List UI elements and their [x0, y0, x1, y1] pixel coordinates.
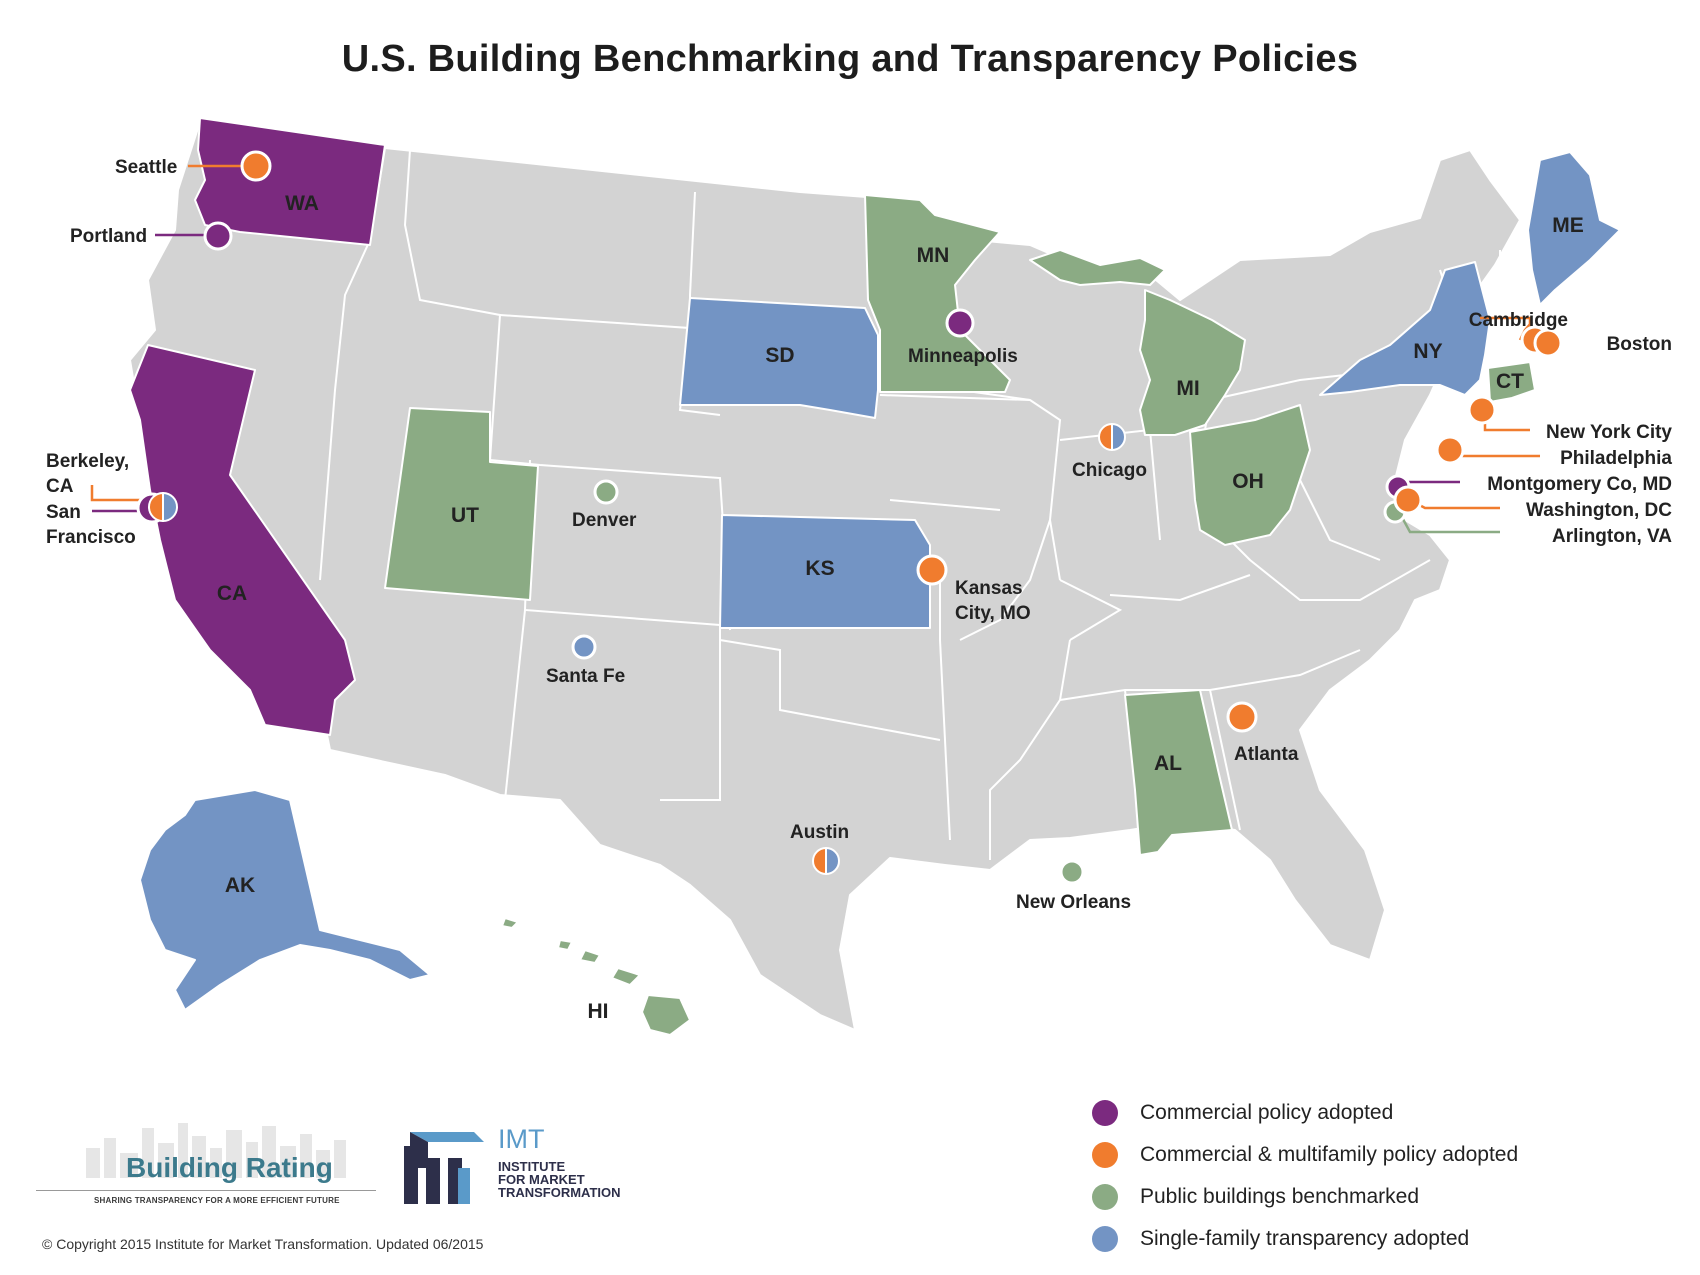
state-ak — [139, 789, 431, 1011]
state-hi — [501, 917, 691, 1036]
city-label-washington-dc: Washington, DC — [1526, 500, 1672, 521]
city-labels: Seattle Portland Berkeley, CA San Franci… — [46, 157, 1672, 913]
city-label-kansas-city-1: Kansas — [955, 578, 1023, 599]
city-label-sf-1: San — [46, 502, 81, 523]
marker-kansas-city — [916, 554, 948, 586]
state-label-ak: AK — [225, 874, 255, 897]
state-label-ks: KS — [805, 557, 834, 580]
state-ny — [1319, 261, 1491, 396]
map-title: U.S. Building Benchmarking and Transpare… — [341, 38, 1359, 80]
marker-berkeley-san-francisco — [136, 491, 178, 524]
state-label-mi: MI — [1176, 377, 1199, 400]
city-label-new-orleans: New Orleans — [1016, 892, 1131, 913]
state-label-hi: HI — [588, 1000, 609, 1023]
imt-subtitle-line: TRANSFORMATION — [498, 1185, 621, 1200]
legend-item-public: Public buildings benchmarked — [1092, 1176, 1518, 1218]
state-mi-lower — [1139, 289, 1246, 436]
state-ut — [384, 407, 539, 601]
state-label-ut: UT — [451, 504, 479, 527]
legend-item-multifamily: Commercial & multifamily policy adopted — [1092, 1134, 1518, 1176]
state-label-me: ME — [1552, 214, 1584, 237]
building-rating-name: Building Rating — [126, 1152, 333, 1183]
legend-item-commercial: Commercial policy adopted — [1092, 1092, 1518, 1134]
imt-name: IMT — [498, 1124, 545, 1154]
state-labels: WA CA UT SD KS MN MI OH NY ME CT AL AK H… — [217, 192, 1584, 1023]
state-label-ny: NY — [1413, 340, 1442, 363]
legend-label: Public buildings benchmarked — [1140, 1185, 1419, 1208]
state-oh — [1189, 404, 1311, 546]
state-me — [1527, 151, 1621, 306]
state-label-ct: CT — [1496, 370, 1524, 393]
marker-denver — [593, 479, 619, 505]
imt-mark-icon — [404, 1132, 484, 1204]
state-label-al: AL — [1154, 752, 1182, 775]
legend-swatch — [1092, 1226, 1118, 1252]
legend-swatch — [1092, 1100, 1118, 1126]
building-rating-divider — [36, 1190, 376, 1191]
city-label-portland: Portland — [70, 226, 147, 247]
city-label-montgomery-co: Montgomery Co, MD — [1487, 474, 1672, 495]
city-label-denver: Denver — [572, 510, 637, 531]
city-label-chicago: Chicago — [1072, 460, 1147, 481]
building-rating-logo: Building Rating SHARING TRANSPARENCY FOR… — [36, 1118, 376, 1208]
city-label-kansas-city-2: City, MO — [955, 603, 1031, 624]
city-label-santa-fe: Santa Fe — [546, 666, 625, 687]
city-label-austin: Austin — [790, 822, 849, 843]
state-label-oh: OH — [1232, 470, 1264, 493]
marker-minneapolis — [945, 308, 975, 338]
state-sd — [679, 297, 879, 419]
marker-new-orleans — [1059, 859, 1085, 885]
state-ks — [719, 514, 931, 629]
state-al — [1124, 689, 1233, 856]
city-label-berkeley-1: Berkeley, — [46, 451, 129, 472]
city-label-minneapolis: Minneapolis — [908, 346, 1018, 367]
legend-swatch — [1092, 1184, 1118, 1210]
state-mi-upper — [1029, 249, 1166, 286]
marker-seattle — [240, 150, 272, 182]
city-markers — [203, 150, 1563, 885]
city-label-atlanta: Atlanta — [1234, 744, 1299, 765]
legend-item-single-family: Single-family transparency adopted — [1092, 1218, 1518, 1260]
marker-chicago — [1098, 422, 1126, 452]
legend-label: Commercial policy adopted — [1140, 1101, 1394, 1124]
city-label-philadelphia: Philadelphia — [1560, 448, 1672, 469]
city-label-seattle: Seattle — [115, 157, 177, 178]
state-label-wa: WA — [285, 192, 319, 215]
marker-portland — [203, 221, 233, 251]
marker-washington-dc — [1393, 485, 1423, 515]
marker-atlanta — [1226, 701, 1258, 733]
city-label-boston: Boston — [1607, 334, 1672, 355]
building-rating-tagline: SHARING TRANSPARENCY FOR A MORE EFFICIEN… — [94, 1196, 340, 1205]
city-label-new-york-city: New York City — [1546, 422, 1672, 443]
state-ca — [129, 344, 356, 736]
legend-swatch — [1092, 1142, 1118, 1168]
marker-austin — [812, 846, 840, 876]
imt-subtitle: INSTITUTE FOR MARKET TRANSFORMATION — [498, 1160, 638, 1199]
legend-label: Single-family transparency adopted — [1140, 1227, 1470, 1250]
marker-santa-fe — [571, 634, 597, 660]
marker-boston — [1533, 328, 1563, 358]
imt-logo: IMT INSTITUTE FOR MARKET TRANSFORMATION — [400, 1124, 640, 1214]
state-label-mn: MN — [917, 244, 950, 267]
marker-new-york-city — [1467, 395, 1497, 425]
city-label-cambridge: Cambridge — [1469, 310, 1568, 331]
imt-subtitle-line: FOR MARKET — [498, 1172, 585, 1187]
state-label-ca: CA — [217, 582, 247, 605]
copyright-text: © Copyright 2015 Institute for Market Tr… — [42, 1236, 484, 1252]
city-label-arlington: Arlington, VA — [1552, 526, 1672, 547]
marker-philadelphia — [1435, 435, 1465, 465]
city-label-berkeley-2: CA — [46, 476, 74, 497]
legend-label: Commercial & multifamily policy adopted — [1140, 1143, 1519, 1166]
legend: Commercial policy adopted Commercial & m… — [1092, 1092, 1518, 1260]
city-markers-split — [136, 422, 1126, 876]
state-label-sd: SD — [765, 344, 794, 367]
skyline-icon — [86, 1123, 346, 1178]
state-ct — [1487, 361, 1536, 403]
city-label-sf-2: Francisco — [46, 527, 136, 548]
imt-subtitle-line: INSTITUTE — [498, 1159, 566, 1174]
